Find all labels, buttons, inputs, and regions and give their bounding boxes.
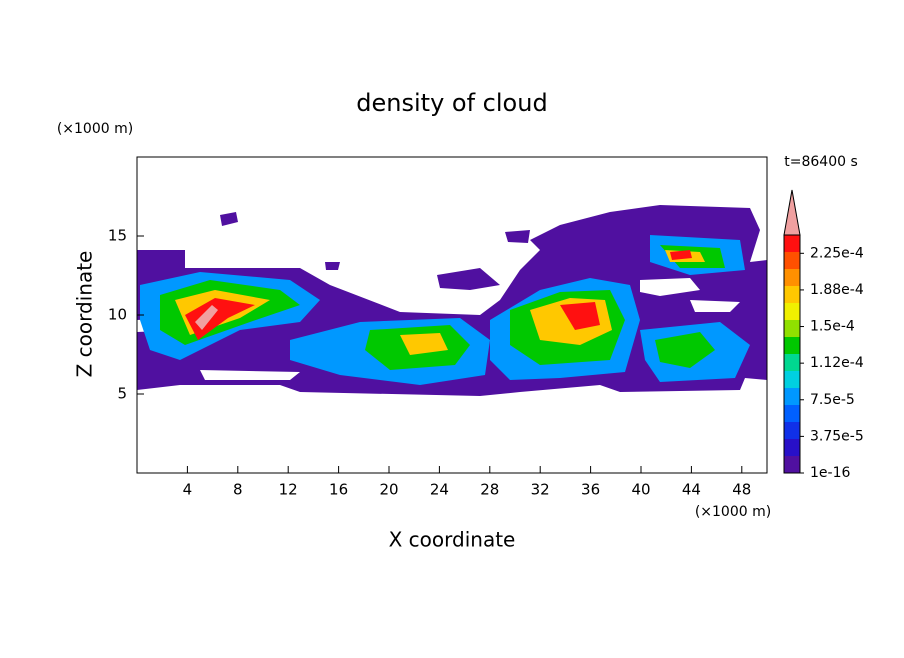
y-tick-label: 15 [108,227,127,245]
colorbar-frame [783,234,801,474]
colorbar-tick-label: 1e-16 [810,465,850,481]
colorbar-band [784,405,800,422]
colorbar-tick-label: 1.88e-4 [810,282,864,298]
x-tick-label: 48 [732,481,751,499]
colorbar-band [784,269,800,286]
colorbar-tick-label: 1.5e-4 [810,319,855,335]
y-axis-title: Z coordinate [73,251,97,378]
x-tick-label: 4 [183,481,193,499]
chart-title: density of cloud [356,89,547,117]
contour-field [137,205,767,396]
colorbar-extend [783,189,801,236]
x-tick-label: 16 [329,481,348,499]
colorbar-band [784,337,800,354]
colorbar-band [784,252,800,269]
x-tick-label: 44 [682,481,701,499]
y-unit: (×1000 m) [57,121,133,137]
x-tick-label: 32 [531,481,550,499]
colorbar-band [784,456,800,473]
colorbar-band [784,303,800,320]
colorbar-band [784,422,800,439]
x-tick-label: 28 [480,481,499,499]
time-label: t=86400 s [784,154,858,170]
x-tick-label: 20 [379,481,398,499]
x-tick-label: 40 [631,481,650,499]
colorbar-band [784,354,800,371]
x-tick-label: 24 [430,481,449,499]
x-tick-label: 8 [233,481,243,499]
cloud-region [175,250,705,355]
x-tick-label: 36 [581,481,600,499]
colorbar-tick-label: 1.12e-4 [810,355,864,371]
colorbar-band [784,439,800,456]
colorbar-band [784,286,800,303]
colorbar-tick-label: 7.5e-5 [810,392,855,408]
colorbar-band [784,388,800,405]
cloud-region [195,305,218,330]
x-axis-title: X coordinate [389,528,516,552]
colorbar-band [784,371,800,388]
y-tick-label: 5 [117,385,127,403]
colorbar-tick-label: 2.25e-4 [810,245,864,261]
y-tick-label: 10 [108,306,127,324]
x-tick-label: 12 [279,481,298,499]
cloud-region [137,278,740,380]
colorbar-tick-label: 3.75e-5 [810,428,864,444]
colorbar-band [784,320,800,337]
x-unit: (×1000 m) [695,504,771,520]
colorbar-band [784,235,800,252]
